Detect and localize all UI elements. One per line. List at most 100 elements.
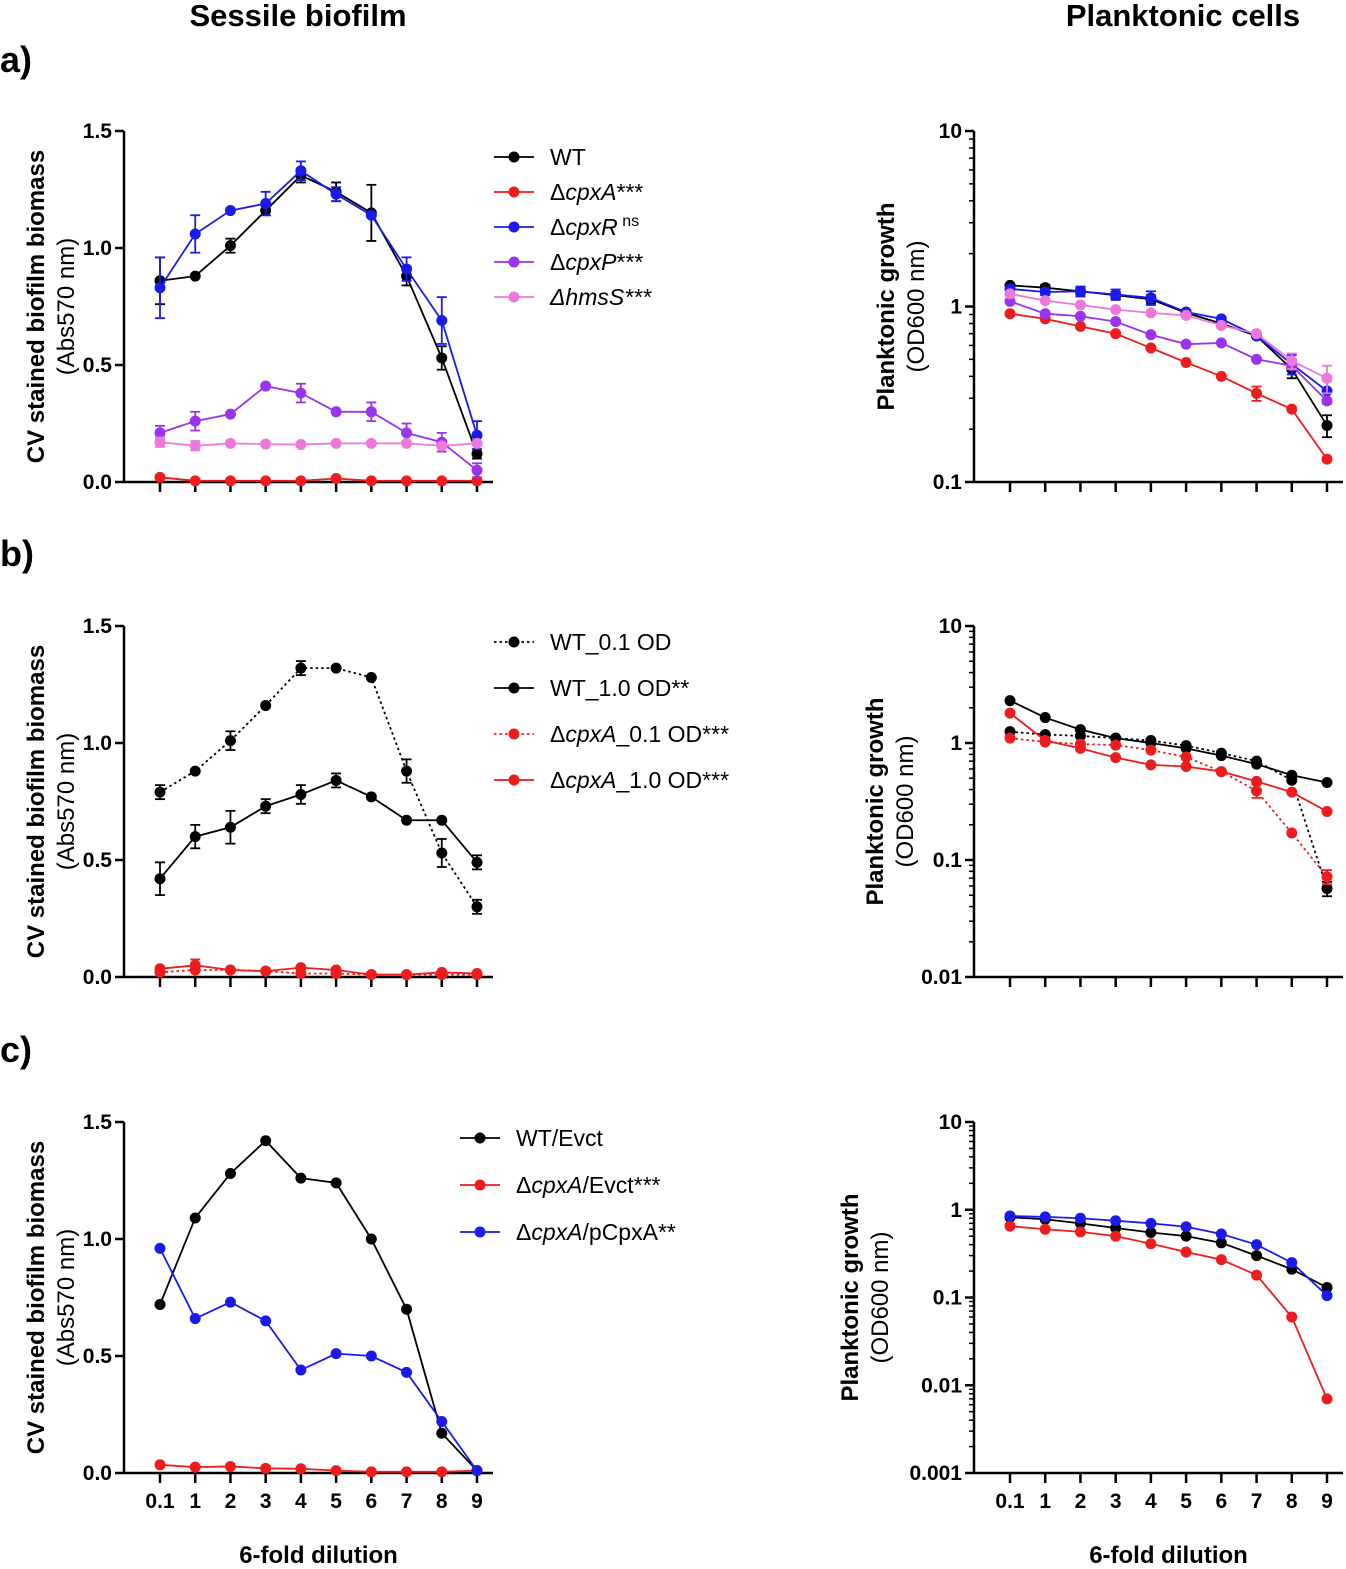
legend-item: ΔcpxA_0.1 OD*** bbox=[494, 721, 729, 747]
data-point bbox=[1215, 370, 1227, 382]
data-point bbox=[365, 209, 377, 221]
legend-label: ΔcpxA*** bbox=[550, 179, 643, 205]
legend-label-part: *** bbox=[617, 249, 644, 275]
data-point bbox=[224, 964, 236, 976]
legend-label: ΔcpxR ns bbox=[550, 213, 639, 240]
data-point bbox=[401, 814, 413, 826]
data-point bbox=[365, 671, 377, 683]
data-point bbox=[260, 198, 272, 210]
series-line bbox=[159, 476, 477, 482]
data-point bbox=[1004, 1210, 1016, 1222]
legend-label-part: Δ bbox=[516, 1219, 531, 1245]
x-tick-label: 3 bbox=[260, 1490, 272, 1513]
data-point bbox=[436, 440, 448, 452]
legend-label-part: Δ bbox=[550, 214, 565, 240]
series-1 bbox=[154, 1459, 483, 1478]
panel-label-a: a) bbox=[0, 39, 32, 80]
data-point bbox=[1004, 695, 1016, 707]
chart-c-biofilm: 0.0 0.5 1.0 1.5 0.1 1 2 3 4 5 6 7 8 9 6-fold dilution C… bbox=[23, 1111, 676, 1569]
data-point bbox=[295, 1463, 307, 1475]
data-point bbox=[295, 788, 307, 800]
data-point bbox=[1321, 776, 1333, 788]
legend-label: ΔcpxA_1.0 OD*** bbox=[550, 767, 729, 793]
legend-swatch-marker bbox=[508, 774, 520, 786]
series-line bbox=[1009, 312, 1328, 460]
y-axis-label-units: (Abs570 nm) bbox=[53, 238, 80, 375]
data-point bbox=[401, 427, 413, 439]
data-point bbox=[1110, 316, 1122, 328]
y-tick-label: 1.5 bbox=[83, 615, 113, 638]
y-axis-label: CV stained biofilm biomass bbox=[23, 150, 50, 463]
plots-layer: 0.00.51.01.5CV stained biofilm biomass (A… bbox=[23, 120, 1343, 1569]
x-axis-label: 6-fold dilution bbox=[1089, 1542, 1248, 1569]
legend-label: ΔcpxP*** bbox=[550, 249, 643, 275]
data-point bbox=[1286, 355, 1298, 367]
x-tick-label: 5 bbox=[330, 1490, 342, 1513]
data-point bbox=[1145, 307, 1157, 319]
legend-label: WT bbox=[550, 144, 586, 170]
series-line bbox=[159, 169, 478, 436]
data-point bbox=[1110, 289, 1122, 301]
data-point bbox=[189, 765, 201, 777]
data-point bbox=[1074, 1212, 1086, 1224]
data-point bbox=[295, 1172, 307, 1184]
legend-item: ΔcpxA_1.0 OD*** bbox=[494, 767, 729, 793]
series-0 bbox=[154, 167, 483, 460]
data-point bbox=[154, 436, 166, 448]
data-point bbox=[471, 1465, 483, 1477]
y-tick-label: 1.5 bbox=[83, 120, 113, 143]
data-point bbox=[401, 437, 413, 449]
data-point bbox=[189, 440, 201, 452]
data-point bbox=[1180, 1246, 1192, 1258]
data-point bbox=[1039, 286, 1051, 298]
data-point bbox=[436, 475, 448, 487]
series-line bbox=[1009, 1216, 1328, 1289]
legend-swatch-marker bbox=[508, 186, 520, 198]
y-tick-label: 0.1 bbox=[933, 849, 963, 872]
legend-label-part: Δ bbox=[550, 721, 565, 747]
data-point bbox=[1145, 292, 1157, 304]
data-point bbox=[436, 966, 448, 978]
data-point bbox=[1110, 1215, 1122, 1227]
legend-label: ΔcpxA/pCpxA** bbox=[516, 1219, 676, 1245]
legend-label: WT_0.1 OD bbox=[550, 629, 671, 655]
data-point bbox=[1321, 883, 1333, 895]
data-point bbox=[1215, 337, 1227, 349]
series-2 bbox=[154, 160, 483, 451]
data-point bbox=[471, 448, 483, 460]
data-point bbox=[1145, 329, 1157, 341]
legend-label-part: WT/Evct bbox=[516, 1125, 603, 1151]
data-point bbox=[224, 240, 236, 252]
data-point bbox=[1004, 732, 1016, 744]
data-point bbox=[1251, 1250, 1263, 1262]
y-tick-label: 10 bbox=[939, 615, 962, 638]
legend-label-part: *** bbox=[617, 179, 644, 205]
y-tick-label: 0.5 bbox=[83, 849, 113, 872]
legend-item: WT bbox=[494, 144, 586, 170]
data-point bbox=[224, 1167, 236, 1179]
data-point bbox=[224, 408, 236, 420]
series-line bbox=[1009, 284, 1328, 426]
data-point bbox=[1321, 1290, 1333, 1302]
legend-label-part: cpxR bbox=[565, 214, 617, 240]
data-point bbox=[330, 964, 342, 976]
data-point bbox=[1145, 744, 1157, 756]
legend-label-part: cpxA bbox=[565, 721, 616, 747]
x-tick-label: 7 bbox=[1251, 1490, 1263, 1513]
y-tick-label: 10 bbox=[939, 1111, 962, 1134]
data-point bbox=[224, 735, 236, 747]
legend-label-part: /pCpxA** bbox=[583, 1219, 676, 1245]
series-line bbox=[159, 964, 478, 976]
legend-swatch-marker bbox=[474, 1226, 486, 1238]
chart-b-planktonic: 0.01 0.1 1 10 Planktonic growth (OD600 nm) bbox=[862, 615, 1343, 989]
data-point bbox=[471, 429, 483, 441]
data-point bbox=[365, 969, 377, 981]
data-point bbox=[1145, 1227, 1157, 1239]
legend-label-part: cpxA bbox=[531, 1172, 582, 1198]
data-point bbox=[1074, 742, 1086, 754]
data-point bbox=[1110, 328, 1122, 340]
series-line bbox=[159, 174, 478, 455]
legend-label: WT_1.0 OD** bbox=[550, 675, 689, 701]
y-tick-label: 0.1 bbox=[933, 1287, 963, 1310]
